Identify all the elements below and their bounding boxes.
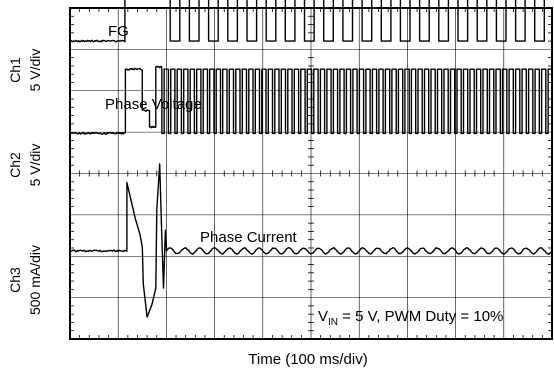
ch3-scale-label: 500 mA/div [27, 245, 43, 315]
ch1-scale-label: 5 V/div [27, 49, 43, 92]
annotation-v: V [318, 308, 328, 325]
ch1-name-label: Ch1 [7, 57, 23, 83]
phase-voltage-trace-label: Phase Voltage [105, 96, 202, 113]
ch2-scale-label: 5 V/div [27, 144, 43, 187]
fg-trace-label: FG [108, 23, 129, 40]
annotation-subscript: IN [328, 317, 338, 328]
phase-current-trace-label: Phase Current [200, 229, 298, 246]
x-axis-label: Time (100 ms/div) [248, 351, 367, 368]
conditions-annotation: VIN = 5 V, PWM Duty = 10% [318, 308, 503, 328]
ch3-name-label: Ch3 [7, 267, 23, 293]
annotation-rest: = 5 V, PWM Duty = 10% [338, 308, 503, 325]
ch2-name-label: Ch2 [7, 152, 23, 178]
graticule [70, 8, 552, 339]
